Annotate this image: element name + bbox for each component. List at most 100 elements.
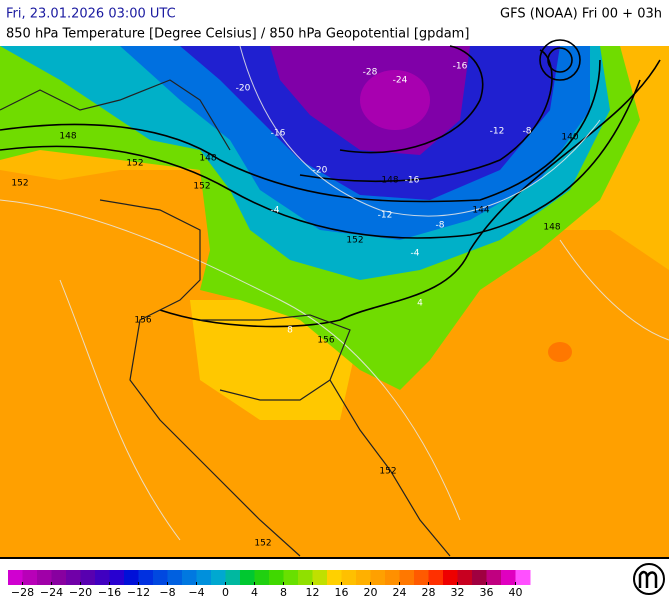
geopotential-label: 156 [317,336,334,346]
color-swatch [138,570,154,585]
color-swatch [124,570,139,585]
temperature-label: -12 [378,211,393,221]
color-legend: −28 −24 −20 −16 −12 −8 −4 0 4 8 12 16 20 24 28 32 36 40 [8,570,531,599]
color-swatch [501,570,516,585]
color-swatch [414,570,429,585]
color-swatch [298,570,313,585]
coastline [329,379,451,557]
geopotential-label: 152 [379,467,396,477]
contour-line [0,59,601,203]
geopotential-label: 152 [126,159,143,169]
temperature-label: -20 [313,166,328,176]
legend-tick-label: −12 [127,586,150,599]
geopotential-label: 148 [543,223,560,233]
color-swatch [327,570,342,585]
legend-tick-label: 12 [306,586,320,599]
legend-tick-label: 0 [222,586,229,599]
temperature-label: 4 [417,299,423,309]
isotherm [0,199,461,521]
geopotential-label: 144 [472,206,489,216]
color-swatch [341,570,357,585]
geopotential-label: 148 [59,132,76,142]
cold-core [360,70,430,130]
coastlines [0,79,451,557]
color-swatch [153,570,168,585]
datetime: Fri, 23.01.2026 03:00 UTC [6,7,176,22]
coastline [200,314,351,401]
legend-tick-label: −4 [188,586,204,599]
color-swatch [443,570,458,585]
color-swatch [51,570,67,585]
temperature-label: 8 [287,326,293,336]
color-swatch [8,570,23,585]
contour-line [547,47,573,73]
color-swatch [269,570,284,585]
color-swatch [37,570,52,585]
temperature-label: -16 [453,62,468,72]
legend-tick-label: −28 [11,586,34,599]
color-swatch [167,570,183,585]
color-swatch [399,570,415,585]
temperature-label: -16 [271,129,286,139]
isotherm [59,279,181,541]
temperature-label: -12 [490,127,505,137]
color-swatch [457,570,473,585]
color-swatch [95,570,110,585]
legend-tick-label: 4 [251,586,258,599]
logo-glyph [638,570,658,588]
color-swatch [312,570,328,585]
map-title: 850 hPa Temperature [Degree Celsius] / 8… [6,27,469,42]
geopotential-label: 152 [346,236,363,246]
temperature-label: -4 [411,249,420,259]
color-swatch [66,570,81,585]
color-swatch [283,570,299,585]
color-swatch [486,570,502,585]
geopotential-label: 140 [561,133,578,143]
color-swatch [196,570,212,585]
warm-spot [548,342,572,362]
coastline [0,79,231,151]
contour-labels: 152 152 152 148 148 148 148 144 140 156 156 152 152 1… [11,62,578,549]
temperature-label: -24 [393,76,408,86]
geopotential-label: 152 [254,539,271,549]
temperature-label: -20 [236,84,251,94]
legend-tick-label: 32 [451,586,465,599]
color-swatch [240,570,255,585]
contour-line [539,39,581,81]
color-swatch [385,570,400,585]
isotherm [559,239,669,341]
legend-tick-label: 16 [335,586,349,599]
legend-tick-label: −8 [159,586,175,599]
geopotential-label: 152 [11,179,28,189]
color-swatch [472,570,487,585]
legend-tick-label: −16 [98,586,121,599]
color-swatch [22,570,38,585]
color-swatch [109,570,125,585]
contour-line [299,49,553,183]
legend-tick-label: 36 [480,586,494,599]
coastline [99,199,301,557]
color-swatch [428,570,444,585]
model-run: GFS (NOAA) Fri 00 + 03h [500,7,662,22]
legend-tick-label: −20 [69,586,92,599]
legend-tick-label: 20 [364,586,378,599]
isotherm [239,45,601,217]
temperature-label: -4 [271,206,280,216]
color-swatch [356,570,371,585]
map-field [0,39,669,558]
contour-line [339,45,484,154]
geopotential-label: 156 [134,316,151,326]
legend-tick-label: 28 [422,586,436,599]
color-swatch [182,570,197,585]
temperature-label: -8 [436,221,445,231]
temperature-label: -8 [523,127,532,137]
color-swatch [225,570,241,585]
color-swatch [254,570,270,585]
geopotential-label: 148 [381,176,398,186]
logo-circle [633,563,665,595]
logo [633,563,665,595]
color-swatch [515,570,531,585]
legend-tick-label: 8 [280,586,287,599]
